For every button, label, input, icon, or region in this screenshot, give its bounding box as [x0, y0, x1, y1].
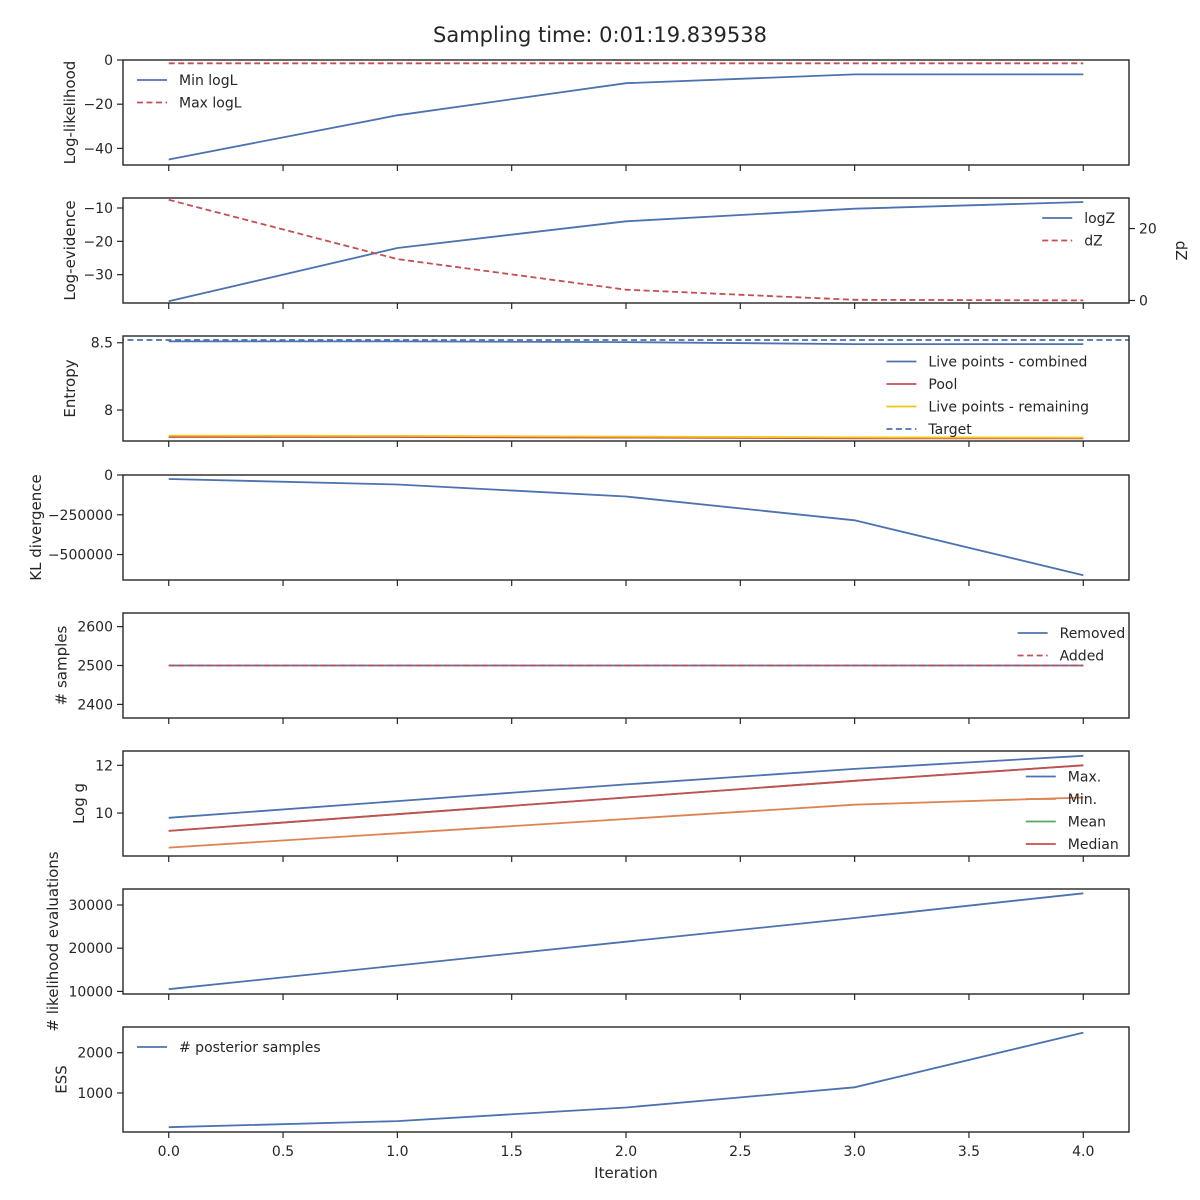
y-tick-label: 2000 — [77, 1046, 113, 1062]
series-group — [168, 754, 1084, 849]
series-group — [168, 1031, 1084, 1129]
y-tick-label: −40 — [83, 141, 113, 157]
series-group — [168, 198, 1084, 303]
legend-label: logZ — [1084, 211, 1115, 227]
legend: Removed Added — [1017, 626, 1126, 665]
y2-axis-label: dZ — [1172, 241, 1190, 261]
y-tick-label: −30 — [83, 268, 113, 284]
legend-label: # posterior samples — [179, 1040, 321, 1056]
series-group — [168, 892, 1084, 991]
series-line-1 — [168, 198, 1084, 302]
legend-label: Target — [927, 422, 972, 438]
x-tick-label: 2.0 — [615, 1144, 637, 1160]
figure-title: Sampling time: 0:01:19.839538 — [433, 23, 767, 47]
legend-label: Min. — [1068, 792, 1097, 808]
x-tick-label: 4.0 — [1072, 1144, 1094, 1160]
legend-label: Min logL — [179, 73, 238, 89]
y-axis-label: Entropy — [61, 359, 79, 417]
axes-frame — [122, 59, 1130, 166]
legend-label: Mean — [1068, 815, 1106, 831]
series-line-0 — [168, 1031, 1084, 1129]
y-tick-label: 20000 — [68, 941, 113, 957]
panel-samples: 2600 2500 2400 # samples Removed Added — [53, 612, 1130, 724]
series-line-2 — [168, 434, 1084, 439]
axes-frame — [122, 335, 1130, 442]
x-tick-label: 0.0 — [158, 1144, 180, 1160]
series-group — [168, 62, 1084, 161]
y-tick-label: 2600 — [77, 620, 113, 636]
y-tick-label: 0 — [104, 468, 113, 484]
legend-label: Live points - remaining — [928, 400, 1089, 416]
legend: # posterior samples — [137, 1040, 321, 1056]
legend: Min logL Max logL — [137, 73, 242, 112]
y-tick-label: 2500 — [77, 659, 113, 675]
legend-label: Added — [1060, 649, 1105, 665]
y2-tick-label: 20 — [1139, 222, 1157, 238]
y-axis-label: ESS — [53, 1065, 71, 1094]
series-line-0 — [168, 340, 1084, 346]
y-axis-label: Log-likelihood — [61, 61, 79, 165]
panel-logg: 12 10 Log g Max. Min. Mean Median — [70, 750, 1130, 862]
series-line-0 — [168, 754, 1084, 819]
x-tick-label: 3.0 — [844, 1144, 866, 1160]
y-tick-label: −20 — [83, 234, 113, 250]
y-axis-label: # likelihood evaluations — [44, 851, 62, 1031]
series-line-0 — [168, 201, 1084, 303]
x-tick-label: 0.5 — [272, 1144, 294, 1160]
y-tick-label: 0 — [104, 53, 113, 69]
y-tick-label: −500000 — [48, 548, 113, 564]
series-line-0 — [168, 892, 1084, 991]
y-tick-label: 12 — [95, 758, 113, 774]
y-tick-label: −10 — [83, 201, 113, 217]
y-tick-label: −250000 — [48, 508, 113, 524]
y-tick-label: 2400 — [77, 697, 113, 713]
x-tick-label: 2.5 — [729, 1144, 751, 1160]
legend-label: Pool — [928, 377, 957, 393]
y-axis-label: # samples — [53, 625, 71, 705]
y2-tick-label: 0 — [1139, 293, 1148, 309]
y-tick-label: 1000 — [77, 1086, 113, 1102]
panel-ess: 0.0 0.5 1.0 1.5 2.0 2.5 3.0 3.5 4.0 Iteration 2000… — [53, 1026, 1130, 1182]
axes-frame — [122, 474, 1130, 581]
legend-label: Live points - combined — [928, 355, 1087, 371]
y-axis-label: Log-evidence — [61, 200, 79, 300]
legend-label: dZ — [1084, 234, 1102, 250]
y-tick-label: 8 — [104, 403, 113, 419]
legend-label: Median — [1068, 837, 1119, 853]
axes-frame — [122, 197, 1130, 304]
legend: logZ dZ — [1042, 211, 1115, 250]
legend-label: Max logL — [179, 96, 242, 112]
series-line-3 — [168, 764, 1084, 832]
series-group — [168, 478, 1084, 577]
series-line-1 — [168, 796, 1084, 849]
y-tick-label: 10000 — [68, 984, 113, 1000]
legend: Live points - combined Pool Live points - … — [886, 355, 1089, 438]
series-line-0 — [168, 478, 1084, 577]
panel-likelihood-evaluations: 30000 20000 10000 # likelihood evaluations — [44, 851, 1130, 1032]
x-tick-label: 1.5 — [501, 1144, 523, 1160]
y-axis-label: Log g — [70, 783, 88, 824]
x-axis-label: Iteration — [594, 1164, 658, 1182]
legend-label: Max. — [1068, 770, 1101, 786]
series-line-0 — [168, 73, 1084, 161]
y-tick-label: −20 — [83, 97, 113, 113]
y-tick-label: 30000 — [68, 898, 113, 914]
y-tick-label: 10 — [95, 806, 113, 822]
y-tick-label: 8.5 — [91, 336, 113, 352]
x-tick-label: 1.0 — [386, 1144, 408, 1160]
series-group — [123, 339, 1129, 440]
x-tick-label: 3.5 — [958, 1144, 980, 1160]
legend-label: Removed — [1060, 626, 1126, 642]
y-axis-label: KL divergence — [27, 474, 45, 580]
legend: Max. Min. Mean Median — [1025, 770, 1119, 853]
